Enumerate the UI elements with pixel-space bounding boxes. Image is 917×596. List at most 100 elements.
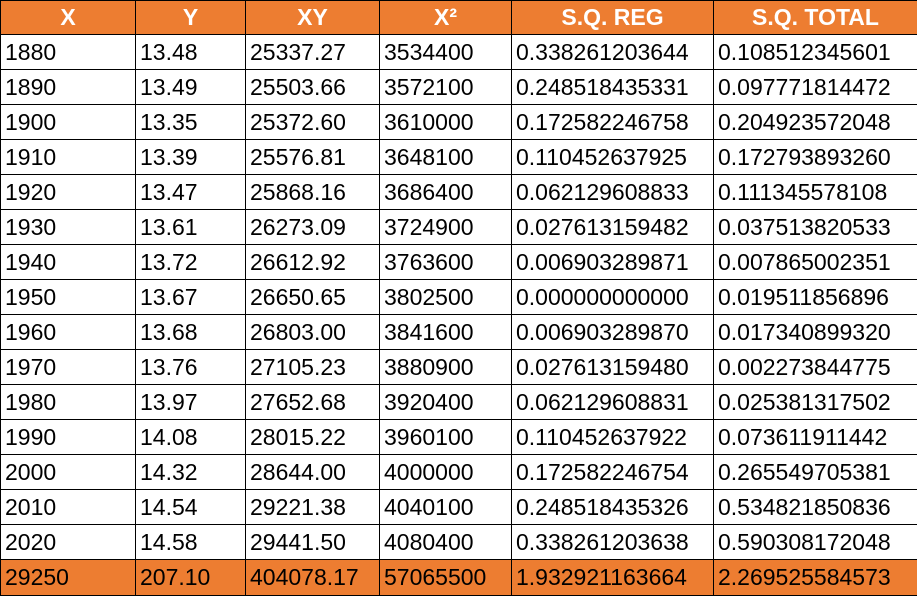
cell-y[interactable]: 14.32 <box>136 455 246 490</box>
total-cell-y[interactable]: 207.10 <box>136 560 246 596</box>
cell-sq-total[interactable]: 0.172793893260 <box>714 140 917 175</box>
cell-y[interactable]: 14.08 <box>136 420 246 455</box>
cell-y[interactable]: 13.67 <box>136 280 246 315</box>
cell-x-squared[interactable]: 3920400 <box>380 385 512 420</box>
cell-xy[interactable]: 28015.22 <box>246 420 380 455</box>
cell-sq-total[interactable]: 0.534821850836 <box>714 490 917 525</box>
cell-sq-reg[interactable]: 0.248518435326 <box>512 490 714 525</box>
cell-sq-total[interactable]: 0.073611911442 <box>714 420 917 455</box>
cell-xy[interactable]: 27652.68 <box>246 385 380 420</box>
cell-sq-total[interactable]: 0.204923572048 <box>714 105 917 140</box>
cell-sq-reg[interactable]: 0.006903289870 <box>512 315 714 350</box>
cell-sq-total[interactable]: 0.590308172048 <box>714 525 917 560</box>
cell-x[interactable]: 1920 <box>1 175 136 210</box>
cell-sq-total[interactable]: 0.097771814472 <box>714 70 917 105</box>
cell-xy[interactable]: 28644.00 <box>246 455 380 490</box>
header-cell-sq-reg[interactable]: S.Q. REG <box>512 1 714 35</box>
cell-x[interactable]: 1970 <box>1 350 136 385</box>
cell-xy[interactable]: 26650.65 <box>246 280 380 315</box>
cell-y[interactable]: 14.54 <box>136 490 246 525</box>
cell-y[interactable]: 13.35 <box>136 105 246 140</box>
cell-y[interactable]: 13.72 <box>136 245 246 280</box>
cell-x[interactable]: 2000 <box>1 455 136 490</box>
header-cell-xy[interactable]: XY <box>246 1 380 35</box>
cell-x-squared[interactable]: 3841600 <box>380 315 512 350</box>
cell-xy[interactable]: 25868.16 <box>246 175 380 210</box>
cell-y[interactable]: 13.48 <box>136 35 246 70</box>
cell-xy[interactable]: 25337.27 <box>246 35 380 70</box>
cell-x[interactable]: 1910 <box>1 140 136 175</box>
cell-xy[interactable]: 29441.50 <box>246 525 380 560</box>
cell-x-squared[interactable]: 3648100 <box>380 140 512 175</box>
cell-x-squared[interactable]: 3686400 <box>380 175 512 210</box>
cell-x[interactable]: 2020 <box>1 525 136 560</box>
cell-x-squared[interactable]: 3572100 <box>380 70 512 105</box>
cell-x[interactable]: 1990 <box>1 420 136 455</box>
cell-sq-reg[interactable]: 0.172582246754 <box>512 455 714 490</box>
cell-x[interactable]: 1930 <box>1 210 136 245</box>
header-cell-x-squared[interactable]: X² <box>380 1 512 35</box>
cell-sq-total[interactable]: 0.019511856896 <box>714 280 917 315</box>
cell-x[interactable]: 1960 <box>1 315 136 350</box>
cell-sq-total[interactable]: 0.007865002351 <box>714 245 917 280</box>
cell-sq-reg[interactable]: 0.000000000000 <box>512 280 714 315</box>
cell-sq-total[interactable]: 0.037513820533 <box>714 210 917 245</box>
cell-x[interactable]: 1890 <box>1 70 136 105</box>
cell-x[interactable]: 1980 <box>1 385 136 420</box>
header-cell-y[interactable]: Y <box>136 1 246 35</box>
cell-sq-reg[interactable]: 0.062129608833 <box>512 175 714 210</box>
cell-sq-reg[interactable]: 0.062129608831 <box>512 385 714 420</box>
cell-sq-reg[interactable]: 0.110452637925 <box>512 140 714 175</box>
cell-sq-reg[interactable]: 0.110452637922 <box>512 420 714 455</box>
cell-y[interactable]: 13.39 <box>136 140 246 175</box>
cell-y[interactable]: 13.61 <box>136 210 246 245</box>
total-cell-sq-total[interactable]: 2.269525584573 <box>714 560 917 596</box>
cell-sq-reg[interactable]: 0.338261203638 <box>512 525 714 560</box>
cell-sq-reg[interactable]: 0.006903289871 <box>512 245 714 280</box>
cell-sq-total[interactable]: 0.002273844775 <box>714 350 917 385</box>
cell-x[interactable]: 1900 <box>1 105 136 140</box>
cell-sq-reg[interactable]: 0.338261203644 <box>512 35 714 70</box>
cell-xy[interactable]: 26273.09 <box>246 210 380 245</box>
cell-y[interactable]: 14.58 <box>136 525 246 560</box>
cell-x[interactable]: 2010 <box>1 490 136 525</box>
cell-sq-total[interactable]: 0.111345578108 <box>714 175 917 210</box>
total-cell-sq-reg[interactable]: 1.932921163664 <box>512 560 714 596</box>
cell-xy[interactable]: 26612.92 <box>246 245 380 280</box>
cell-sq-total[interactable]: 0.265549705381 <box>714 455 917 490</box>
cell-x-squared[interactable]: 4000000 <box>380 455 512 490</box>
cell-x[interactable]: 1940 <box>1 245 136 280</box>
cell-y[interactable]: 13.68 <box>136 315 246 350</box>
cell-sq-reg[interactable]: 0.027613159482 <box>512 210 714 245</box>
cell-xy[interactable]: 25576.81 <box>246 140 380 175</box>
cell-x[interactable]: 1880 <box>1 35 136 70</box>
total-cell-x[interactable]: 29250 <box>1 560 136 596</box>
cell-x-squared[interactable]: 3610000 <box>380 105 512 140</box>
cell-x-squared[interactable]: 3763600 <box>380 245 512 280</box>
cell-sq-reg[interactable]: 0.027613159480 <box>512 350 714 385</box>
cell-x-squared[interactable]: 4080400 <box>380 525 512 560</box>
cell-x-squared[interactable]: 4040100 <box>380 490 512 525</box>
cell-y[interactable]: 13.47 <box>136 175 246 210</box>
cell-xy[interactable]: 25372.60 <box>246 105 380 140</box>
cell-xy[interactable]: 25503.66 <box>246 70 380 105</box>
cell-sq-reg[interactable]: 0.248518435331 <box>512 70 714 105</box>
total-cell-xy[interactable]: 404078.17 <box>246 560 380 596</box>
header-cell-sq-total[interactable]: S.Q. TOTAL <box>714 1 917 35</box>
cell-sq-total[interactable]: 0.017340899320 <box>714 315 917 350</box>
cell-xy[interactable]: 26803.00 <box>246 315 380 350</box>
cell-y[interactable]: 13.49 <box>136 70 246 105</box>
cell-x-squared[interactable]: 3724900 <box>380 210 512 245</box>
cell-x-squared[interactable]: 3802500 <box>380 280 512 315</box>
cell-x-squared[interactable]: 3880900 <box>380 350 512 385</box>
cell-y[interactable]: 13.97 <box>136 385 246 420</box>
cell-y[interactable]: 13.76 <box>136 350 246 385</box>
cell-sq-total[interactable]: 0.025381317502 <box>714 385 917 420</box>
total-cell-x-squared[interactable]: 57065500 <box>380 560 512 596</box>
cell-sq-reg[interactable]: 0.172582246758 <box>512 105 714 140</box>
cell-x-squared[interactable]: 3960100 <box>380 420 512 455</box>
cell-x-squared[interactable]: 3534400 <box>380 35 512 70</box>
cell-x[interactable]: 1950 <box>1 280 136 315</box>
cell-sq-total[interactable]: 0.108512345601 <box>714 35 917 70</box>
cell-xy[interactable]: 29221.38 <box>246 490 380 525</box>
